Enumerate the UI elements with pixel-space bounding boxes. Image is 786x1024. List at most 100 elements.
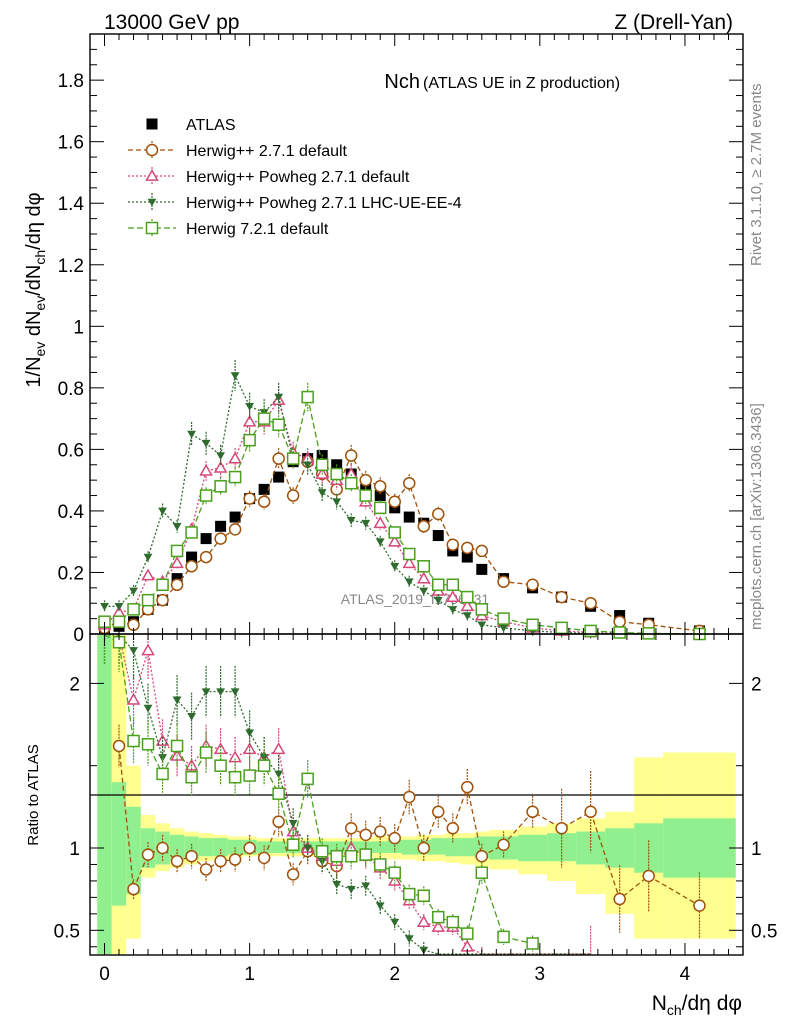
data-point — [230, 372, 240, 380]
data-point — [170, 544, 184, 558]
ratio-plot-frame — [89, 633, 744, 956]
data-point — [257, 495, 271, 508]
x-tick-label: 4 — [680, 964, 691, 985]
data-point — [114, 603, 124, 611]
data-point — [526, 618, 539, 632]
data-point — [373, 516, 388, 529]
data-point — [330, 467, 343, 481]
ratio-data-point — [388, 866, 401, 879]
data-point — [229, 511, 241, 523]
legend-label: Herwig 7.2.1 default — [186, 221, 329, 238]
data-point — [432, 530, 444, 542]
ratio-data-point — [185, 849, 198, 863]
data-point — [373, 501, 387, 515]
legend-label: ATLAS — [186, 117, 236, 134]
data-point — [475, 603, 489, 616]
ratio-data-point — [432, 805, 445, 819]
ratio-data-point — [526, 937, 539, 950]
data-point — [242, 414, 257, 427]
series-herwig-2-7-1-default — [98, 444, 706, 638]
ratio-series-herwig-7-2-1-default — [103, 634, 539, 952]
data-point — [301, 390, 314, 404]
data-point — [199, 463, 213, 476]
ratio-y-tick-label: 0.5 — [54, 921, 80, 942]
data-point — [346, 516, 356, 525]
data-point — [445, 590, 460, 602]
ratio-data-point — [417, 889, 431, 902]
data-point — [216, 452, 225, 460]
ratio-data-point — [431, 920, 446, 932]
data-point — [584, 596, 597, 610]
ratio-data-point — [359, 828, 372, 842]
x-tick-label: 1 — [244, 964, 255, 985]
x-axis-label: Nch/dη dφ — [652, 992, 742, 1018]
ratio-data-point — [332, 880, 342, 889]
ratio-data-point — [301, 772, 314, 786]
data-point — [390, 563, 400, 571]
uncertainty-band-inner — [445, 838, 461, 857]
data-point — [417, 560, 431, 573]
ratio-data-point — [446, 915, 460, 929]
y-tick-label: 1.4 — [58, 194, 85, 215]
ratio-data-point — [359, 848, 372, 861]
ratio-data-point — [271, 742, 286, 755]
ratio-data-point — [584, 805, 597, 819]
ratio-data-point — [417, 841, 431, 855]
data-point — [156, 593, 169, 607]
data-point — [417, 520, 431, 533]
ratio-data-point — [170, 739, 184, 753]
data-point — [387, 534, 402, 547]
ratio-data-point — [201, 688, 211, 697]
data-point — [214, 532, 227, 545]
ratio-data-point — [286, 868, 300, 881]
data-point — [158, 507, 167, 516]
y-tick-label: 0.8 — [58, 379, 84, 400]
data-point — [526, 578, 539, 592]
ratio-data-point — [461, 927, 474, 940]
data-point — [317, 489, 327, 497]
data-point — [361, 519, 371, 528]
data-point — [432, 507, 445, 521]
data-point — [199, 550, 213, 564]
data-point — [613, 626, 626, 639]
uncertainty-band-inner — [605, 828, 635, 868]
data-point — [228, 470, 242, 484]
ratio-data-point — [257, 759, 271, 772]
data-point — [373, 480, 387, 493]
ratio-data-point — [642, 869, 655, 883]
data-point — [315, 458, 329, 472]
data-point — [477, 621, 487, 630]
ratio-data-point — [526, 805, 539, 819]
data-point — [403, 511, 415, 523]
data-point — [461, 541, 474, 555]
ratio-data-point — [613, 892, 626, 906]
ratio-data-point — [402, 887, 416, 901]
legend: ATLAS Herwig++ 2.7.1 default Herwig++ Powh… — [128, 117, 462, 238]
ratio-data-point — [214, 854, 227, 868]
legend-item: Herwig++ 2.7.1 default — [128, 141, 348, 160]
data-point — [402, 476, 416, 490]
data-point — [228, 523, 242, 536]
data-point — [404, 578, 414, 587]
ratio-data-point — [388, 831, 401, 845]
ratio-data-point — [555, 821, 568, 835]
data-point — [112, 615, 126, 628]
ratio-data-point — [127, 734, 140, 748]
ratio-data-point — [243, 841, 256, 855]
mcplots-label: mcplots.cern.ch [arXiv:1306.3436] — [748, 403, 765, 630]
uncertainty-band-inner — [431, 838, 446, 855]
data-point — [416, 571, 431, 584]
data-point — [359, 489, 372, 502]
header-process-label: Z (Drell-Yan) — [614, 11, 733, 34]
ratio-data-point — [274, 770, 284, 779]
ratio-data-point — [156, 767, 169, 781]
ratio-data-point — [129, 647, 138, 655]
ratio-data-point — [475, 849, 489, 863]
data-point — [344, 449, 358, 462]
main-title: Nch — [384, 71, 420, 93]
ratio-data-point — [257, 851, 271, 865]
uncertainty-band-inner — [518, 834, 548, 862]
main-panel: ATLAS_2019_I1736531 00.20.40.60.811.21.4… — [23, 33, 744, 646]
series-line — [104, 396, 700, 635]
ratio-data-point — [245, 729, 255, 738]
